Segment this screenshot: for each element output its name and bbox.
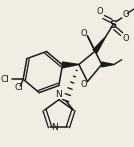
Polygon shape <box>102 62 114 67</box>
Text: N: N <box>56 90 62 99</box>
Text: S: S <box>110 20 117 30</box>
Text: Cl: Cl <box>14 83 23 92</box>
Polygon shape <box>93 37 105 53</box>
Text: O: O <box>80 80 87 89</box>
Text: O: O <box>96 7 103 16</box>
Text: O: O <box>80 29 87 38</box>
Text: O: O <box>122 34 129 43</box>
Text: Cl: Cl <box>0 75 9 84</box>
Text: O: O <box>122 10 129 19</box>
Polygon shape <box>62 62 79 68</box>
Text: N: N <box>51 123 58 132</box>
